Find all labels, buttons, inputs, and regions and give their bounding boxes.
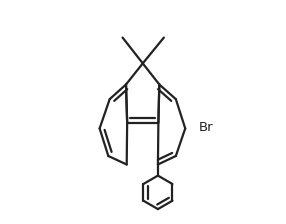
Text: Br: Br <box>199 121 214 134</box>
